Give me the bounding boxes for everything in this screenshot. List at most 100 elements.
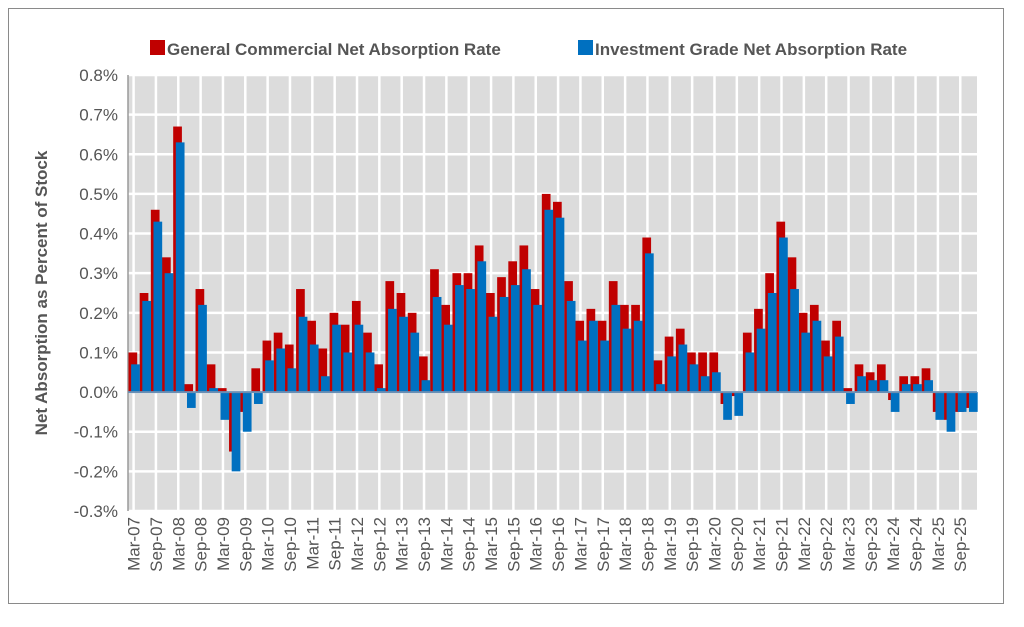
bar-investment	[890, 392, 900, 412]
y-tick-label: 0.6%	[79, 145, 118, 164]
bar-investment	[712, 372, 721, 393]
bar-investment	[354, 324, 364, 393]
x-tick-label: Mar-16	[527, 517, 546, 571]
x-tick-label: Mar-24	[884, 517, 903, 571]
bar-investment	[801, 332, 811, 393]
x-tick-label: Mar-14	[437, 517, 456, 571]
bar-investment	[723, 392, 732, 420]
bar-investment	[689, 364, 699, 393]
bar-general	[184, 384, 194, 393]
x-tick-label: Mar-17	[571, 517, 590, 571]
x-tick-label: Sep-24	[907, 517, 926, 572]
bar-investment	[142, 300, 152, 393]
x-tick-label: Mar-09	[214, 517, 233, 571]
bar-investment	[466, 289, 475, 393]
y-axis-label: Net Absorption as Percent of Stock	[32, 150, 51, 435]
bar-general	[217, 388, 227, 393]
bar-investment	[477, 261, 487, 393]
bar-investment	[644, 253, 654, 393]
x-tick-label: Sep-07	[147, 517, 166, 572]
bar-investment	[432, 296, 442, 393]
x-tick-label: Sep-15	[504, 517, 523, 572]
bar-investment	[242, 392, 252, 432]
bar-investment	[186, 392, 196, 408]
legend-swatch-general	[150, 40, 165, 55]
bar-investment	[265, 360, 274, 393]
bar-general	[876, 364, 886, 393]
bar-investment	[600, 340, 610, 393]
bar-investment	[667, 356, 677, 393]
y-tick-label: 0.4%	[79, 225, 118, 244]
x-tick-label: Sep-23	[862, 517, 881, 572]
x-tick-label: Sep-17	[594, 517, 613, 572]
x-tick-label: Sep-18	[638, 517, 657, 572]
legend-swatch-investment	[578, 40, 593, 55]
legend: General Commercial Net Absorption Rate I…	[150, 40, 907, 59]
x-tick-label: Mar-25	[929, 517, 948, 571]
bar-investment	[443, 324, 453, 393]
y-tick-label: -0.3%	[74, 502, 118, 521]
y-tick-label: 0.3%	[79, 264, 118, 283]
y-tick-label: 0.1%	[79, 343, 118, 362]
x-tick-label: Sep-08	[192, 517, 211, 572]
bar-general	[206, 364, 216, 393]
x-tick-label: Mar-20	[705, 517, 724, 571]
y-tick-label: -0.1%	[74, 423, 118, 442]
bar-investment	[321, 376, 330, 393]
x-tick-label: Mar-15	[482, 517, 501, 571]
bar-investment	[175, 142, 185, 393]
bar-investment	[901, 384, 911, 393]
bar-investment	[678, 344, 688, 393]
bar-investment	[499, 296, 509, 393]
bar-investment	[913, 384, 922, 393]
bar-investment	[823, 356, 833, 393]
bar-investment	[254, 392, 263, 404]
x-tick-label: Sep-09	[236, 517, 255, 572]
bar-investment	[276, 348, 286, 393]
bar-investment	[622, 328, 632, 393]
bar-investment	[812, 320, 822, 393]
bar-investment	[756, 328, 766, 393]
bar-investment	[365, 352, 375, 393]
bar-investment	[410, 332, 420, 393]
bar-investment	[209, 388, 219, 393]
x-tick-label: Mar-21	[750, 517, 769, 571]
bar-investment	[488, 316, 498, 393]
bar-investment	[611, 304, 621, 393]
x-tick-label: Sep-19	[683, 517, 702, 572]
bar-general	[374, 364, 383, 393]
bar-investment	[198, 304, 207, 393]
bar-investment	[522, 269, 531, 393]
bar-investment	[957, 392, 967, 412]
bar-investment	[510, 285, 520, 393]
bar-investment	[879, 380, 889, 393]
bar-investment	[790, 289, 799, 393]
x-tick-label: Sep-14	[460, 517, 479, 572]
bar-general	[653, 360, 663, 393]
legend-label-investment: Investment Grade Net Absorption Rate	[595, 40, 907, 59]
bar-investment	[734, 392, 744, 416]
bar-investment	[376, 388, 386, 393]
x-tick-label: Sep-16	[549, 517, 568, 572]
bar-investment	[153, 221, 163, 393]
x-tick-label: Sep-10	[281, 517, 300, 572]
chart-frame	[8, 8, 1004, 604]
x-tick-label: Sep-11	[326, 517, 345, 571]
bar-investment	[309, 344, 319, 393]
x-tick-label: Sep-22	[817, 517, 836, 572]
bar-investment	[131, 364, 140, 393]
legend-label-general: General Commercial Net Absorption Rate	[167, 40, 501, 59]
bar-investment	[566, 300, 576, 393]
bar-investment	[846, 392, 855, 404]
x-tick-label: Sep-13	[415, 517, 434, 572]
bar-investment	[298, 316, 308, 393]
bar-investment	[577, 340, 587, 393]
y-tick-label: 0.2%	[79, 304, 118, 323]
x-tick-label: Mar-22	[795, 517, 814, 571]
bar-investment	[633, 320, 643, 393]
y-tick-label: 0.0%	[79, 383, 118, 402]
y-tick-label: -0.2%	[74, 462, 118, 481]
x-tick-label: Sep-21	[773, 517, 792, 572]
x-tick-label: Mar-23	[840, 517, 859, 571]
bar-investment	[946, 392, 956, 432]
